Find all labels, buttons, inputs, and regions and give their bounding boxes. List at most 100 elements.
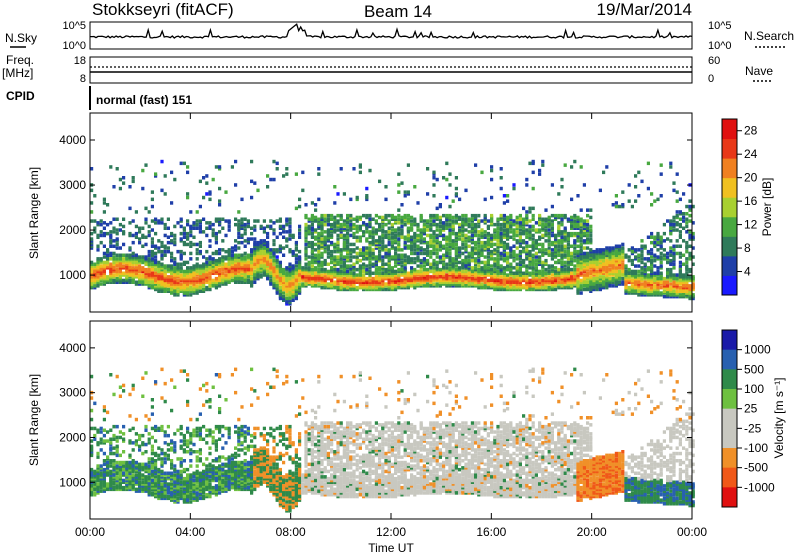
power-cell bbox=[592, 269, 596, 274]
power-cell bbox=[630, 262, 634, 266]
power-cell bbox=[362, 251, 366, 256]
power-cell bbox=[301, 269, 305, 274]
power-cell bbox=[573, 219, 577, 223]
velocity-cell bbox=[99, 473, 103, 477]
power-cell bbox=[355, 197, 359, 202]
power-cell bbox=[186, 237, 190, 241]
power-cell bbox=[662, 291, 666, 295]
power-cell bbox=[266, 249, 270, 254]
power-cell bbox=[598, 285, 602, 290]
power-cell bbox=[317, 255, 321, 259]
power-cell bbox=[422, 239, 426, 243]
power-cell bbox=[90, 276, 94, 281]
power-cell bbox=[352, 264, 356, 268]
power-cell bbox=[106, 266, 110, 270]
power-cell bbox=[691, 231, 695, 236]
power-cell bbox=[138, 255, 142, 259]
power-cell bbox=[490, 215, 494, 220]
power-cell bbox=[691, 293, 695, 297]
velocity-cell bbox=[90, 491, 94, 495]
power-cell bbox=[413, 260, 417, 265]
velocity-cell bbox=[102, 439, 106, 443]
power-cell bbox=[672, 293, 676, 297]
power-cell bbox=[138, 266, 142, 270]
velocity-cell bbox=[102, 451, 106, 456]
power-cell bbox=[250, 195, 254, 200]
power-cell bbox=[150, 190, 154, 194]
power-cell bbox=[528, 206, 532, 211]
power-cell bbox=[672, 219, 676, 223]
power-cell bbox=[93, 278, 97, 283]
power-cell bbox=[173, 224, 177, 229]
power-cell bbox=[378, 284, 382, 288]
beam-title: Beam 14 bbox=[364, 2, 432, 21]
power-cell bbox=[390, 273, 394, 277]
power-cell bbox=[198, 244, 202, 248]
power-cell bbox=[112, 266, 116, 270]
power-cell bbox=[330, 280, 334, 284]
power-cell bbox=[547, 266, 551, 270]
power-cell bbox=[650, 260, 654, 265]
power-cell bbox=[573, 239, 577, 243]
power-cell bbox=[438, 231, 442, 236]
power-cell bbox=[618, 275, 622, 279]
power-cell bbox=[170, 282, 174, 286]
power-cell bbox=[595, 282, 599, 286]
power-cell bbox=[678, 275, 682, 279]
power-cell bbox=[525, 282, 529, 286]
power-cell bbox=[688, 230, 692, 234]
power-cell bbox=[512, 282, 516, 286]
power-cell bbox=[304, 246, 308, 250]
power-cell bbox=[374, 239, 378, 243]
power-cell bbox=[634, 185, 638, 189]
power-cell bbox=[669, 249, 673, 254]
power-cell bbox=[336, 222, 340, 227]
power-cell bbox=[528, 230, 532, 234]
power-cell bbox=[506, 251, 510, 256]
power-cell bbox=[483, 285, 487, 290]
power-cell bbox=[304, 203, 308, 207]
power-cell bbox=[365, 280, 369, 284]
cpid-label: CPID bbox=[6, 89, 35, 103]
power-cell bbox=[253, 276, 257, 281]
power-cell bbox=[349, 233, 353, 238]
power-cell bbox=[525, 231, 529, 236]
power-cell bbox=[688, 285, 692, 290]
power-cell bbox=[147, 273, 151, 277]
power-cell bbox=[675, 275, 679, 279]
power-cell bbox=[483, 219, 487, 223]
velocity-cell bbox=[90, 493, 94, 497]
power-cell bbox=[666, 257, 670, 261]
power-cell bbox=[298, 228, 302, 232]
power-cell bbox=[419, 248, 423, 252]
power-cell bbox=[486, 244, 490, 248]
power-cell bbox=[154, 285, 158, 290]
power-cell bbox=[285, 282, 289, 286]
power-cell bbox=[218, 186, 222, 191]
power-cell bbox=[573, 242, 577, 247]
power-cell bbox=[486, 284, 490, 288]
power-cell bbox=[448, 231, 452, 236]
power-cell bbox=[454, 246, 458, 250]
power-cell bbox=[176, 278, 180, 283]
power-cell bbox=[144, 235, 148, 239]
power-cell bbox=[147, 278, 151, 283]
power-cell bbox=[90, 271, 94, 275]
power-cell bbox=[234, 239, 238, 243]
power-cell bbox=[490, 242, 494, 247]
power-cell bbox=[429, 226, 433, 230]
power-cell bbox=[534, 284, 538, 288]
power-cell bbox=[109, 269, 113, 274]
power-cell bbox=[259, 240, 263, 245]
power-cell bbox=[598, 257, 602, 261]
power-cell bbox=[480, 233, 484, 238]
power-cell bbox=[573, 222, 577, 227]
power-cell bbox=[602, 170, 606, 175]
power-cell bbox=[602, 267, 606, 272]
power-cell bbox=[96, 262, 100, 266]
power-cell bbox=[154, 244, 158, 248]
power-cell bbox=[640, 287, 644, 292]
power-cell bbox=[122, 266, 126, 270]
power-cell bbox=[461, 262, 465, 266]
power-cell bbox=[163, 244, 167, 248]
